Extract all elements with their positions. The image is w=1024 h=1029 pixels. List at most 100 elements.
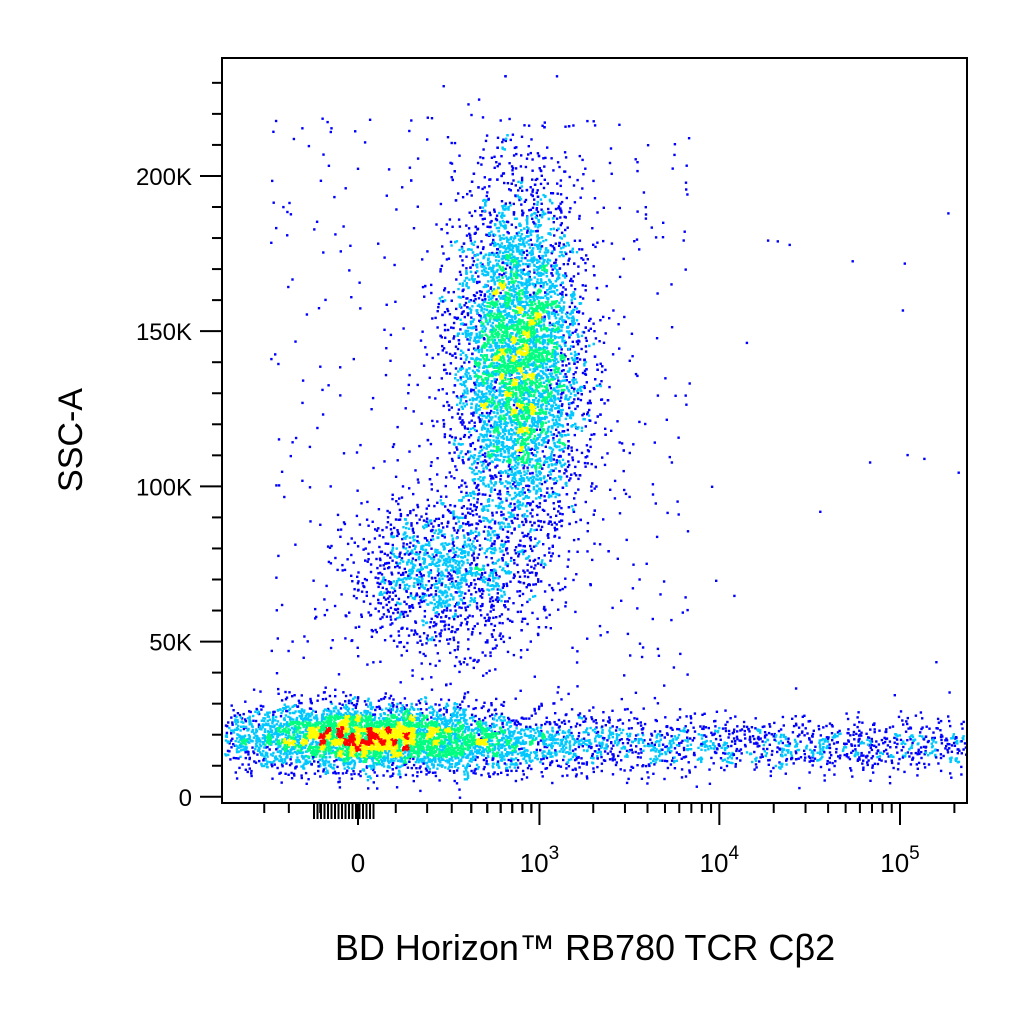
event-dot bbox=[458, 703, 462, 706]
event-dot bbox=[406, 717, 409, 720]
event-dot bbox=[414, 725, 417, 728]
event-dot bbox=[431, 707, 435, 711]
event-dot bbox=[395, 705, 399, 708]
event-dot bbox=[432, 751, 436, 754]
event-dot bbox=[405, 723, 409, 726]
event-dot bbox=[443, 738, 446, 741]
event-dot bbox=[401, 760, 404, 763]
event-dot bbox=[372, 765, 376, 768]
event-dot bbox=[401, 764, 404, 767]
event-dot bbox=[371, 706, 375, 709]
event-dot bbox=[334, 722, 337, 725]
event-dot bbox=[290, 771, 293, 775]
event-dot bbox=[372, 723, 375, 727]
event-dot bbox=[283, 703, 286, 706]
event-dot bbox=[360, 744, 364, 748]
event-dot bbox=[426, 714, 429, 718]
event-dot bbox=[532, 230, 535, 233]
event-dot bbox=[469, 757, 472, 761]
event-dot bbox=[327, 752, 331, 755]
event-dot bbox=[304, 741, 307, 745]
event-dot bbox=[495, 255, 498, 258]
event-dot bbox=[389, 711, 392, 714]
event-dot bbox=[306, 728, 310, 731]
event-dot bbox=[496, 492, 500, 496]
event-dot bbox=[409, 732, 413, 736]
event-dot bbox=[240, 720, 243, 724]
event-dot bbox=[450, 758, 453, 761]
event-dot bbox=[429, 464, 433, 467]
event-dot bbox=[394, 726, 397, 729]
event-dot bbox=[418, 726, 421, 729]
event-dot bbox=[487, 728, 490, 732]
event-dot bbox=[450, 738, 453, 742]
event-dot bbox=[477, 725, 480, 728]
event-dot bbox=[287, 715, 290, 718]
event-dot bbox=[432, 735, 436, 739]
event-dot bbox=[530, 334, 533, 337]
event-dot bbox=[283, 717, 286, 720]
event-dot bbox=[284, 698, 288, 701]
event-dot bbox=[333, 736, 337, 740]
event-dot bbox=[326, 771, 329, 774]
event-dot bbox=[458, 737, 461, 741]
event-dot bbox=[433, 737, 436, 740]
event-dot bbox=[533, 567, 536, 570]
event-dot bbox=[544, 412, 548, 416]
event-dot bbox=[502, 700, 506, 704]
event-dot bbox=[313, 724, 316, 727]
event-dot bbox=[384, 750, 387, 753]
event-dot bbox=[325, 759, 328, 762]
event-dot bbox=[281, 758, 284, 761]
event-dot bbox=[406, 739, 410, 743]
event-dot bbox=[277, 742, 280, 746]
event-dot bbox=[392, 704, 395, 707]
event-dot bbox=[388, 703, 391, 706]
event-dot bbox=[474, 714, 477, 718]
event-dot bbox=[430, 716, 433, 719]
event-dot bbox=[545, 396, 549, 399]
event-dot bbox=[279, 756, 283, 759]
event-dot bbox=[424, 721, 427, 724]
event-dot bbox=[553, 463, 556, 466]
event-dot bbox=[294, 736, 298, 739]
event-dot bbox=[466, 332, 469, 335]
event-dot bbox=[341, 747, 344, 750]
event-dot bbox=[365, 721, 368, 724]
event-dot bbox=[309, 734, 312, 737]
event-dot bbox=[298, 710, 301, 713]
event-dot bbox=[266, 745, 269, 749]
event-dot bbox=[421, 712, 424, 715]
event-dot bbox=[321, 717, 324, 720]
event-dot bbox=[417, 751, 421, 754]
event-dot bbox=[254, 710, 257, 713]
event-dot bbox=[359, 711, 363, 715]
event-dot bbox=[347, 701, 351, 705]
event-dot bbox=[488, 462, 491, 465]
event-dot bbox=[496, 242, 500, 246]
event-dot bbox=[309, 699, 313, 703]
event-dot bbox=[470, 723, 473, 726]
event-dot bbox=[559, 193, 563, 196]
event-dot bbox=[414, 760, 418, 764]
event-dot bbox=[259, 690, 262, 693]
event-dot bbox=[328, 694, 332, 698]
event-dot bbox=[296, 722, 299, 726]
event-dot bbox=[485, 736, 489, 739]
event-dot bbox=[425, 748, 428, 752]
event-dot bbox=[382, 774, 385, 777]
event-dot bbox=[462, 708, 465, 711]
event-dot bbox=[346, 713, 349, 717]
event-dot bbox=[507, 511, 510, 514]
event-dot bbox=[400, 730, 403, 733]
event-dot bbox=[425, 702, 428, 705]
event-dot bbox=[309, 701, 313, 704]
event-dot bbox=[525, 347, 528, 350]
event-dot bbox=[280, 781, 283, 784]
event-dot bbox=[523, 420, 526, 424]
event-dot bbox=[440, 764, 443, 767]
event-dot bbox=[313, 728, 316, 731]
event-dot bbox=[264, 713, 267, 716]
event-dot bbox=[354, 704, 358, 708]
event-dot bbox=[271, 720, 275, 723]
